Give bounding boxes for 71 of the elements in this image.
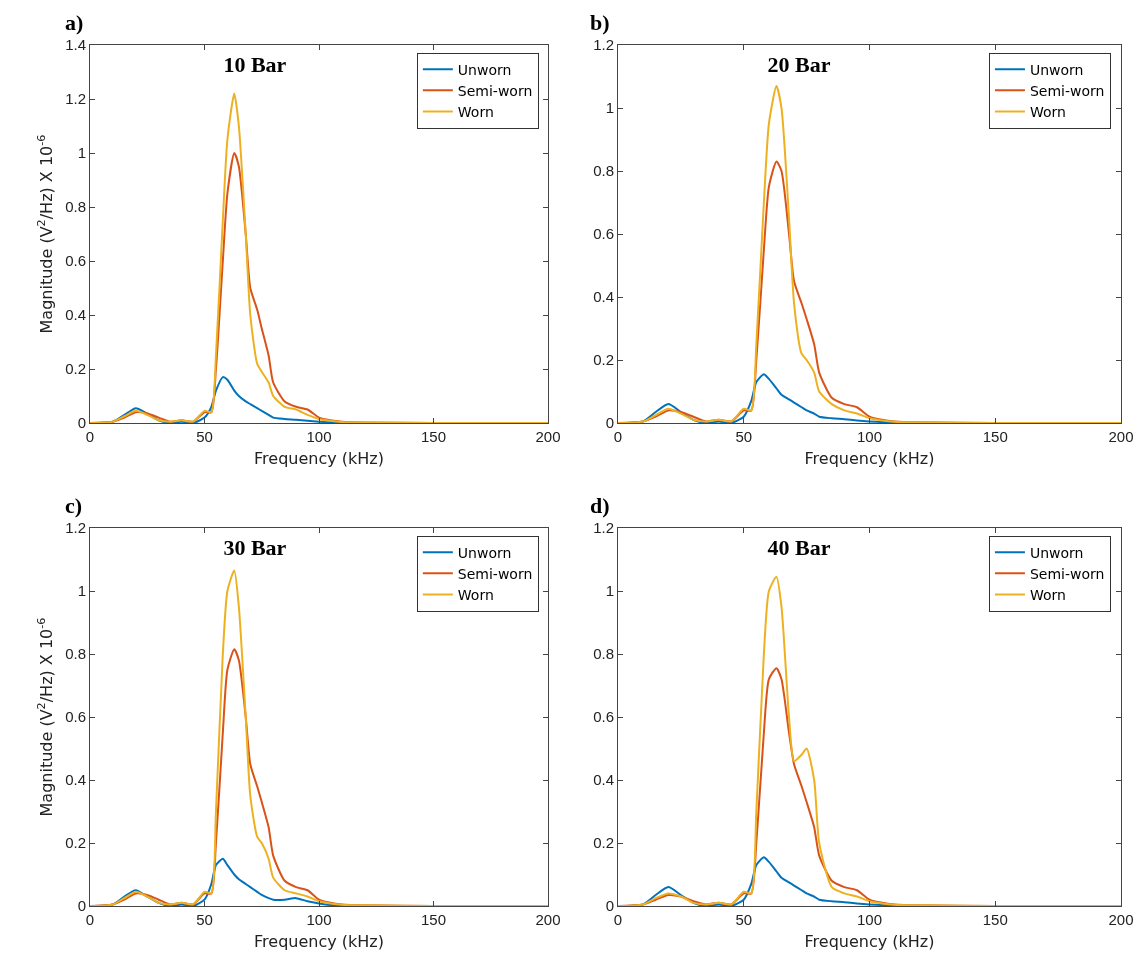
y-tick-label: 1 xyxy=(605,99,614,117)
x-tick-label: 50 xyxy=(196,911,213,928)
y-tick-label: 0 xyxy=(77,897,86,915)
y-tick-label: 0.8 xyxy=(65,645,86,663)
x-tick-label: 200 xyxy=(535,428,561,445)
y-tick-label: 1.2 xyxy=(593,36,614,54)
x-axis-title: Frequency (kHz) xyxy=(254,931,384,951)
y-tick-label: 0.4 xyxy=(65,771,86,789)
x-axis-title: Frequency (kHz) xyxy=(804,448,935,468)
legend-label: Worn xyxy=(457,104,494,121)
legend-label: Semi-worn xyxy=(457,82,533,99)
x-tick-label: 100 xyxy=(856,428,883,445)
legend-label: Semi-worn xyxy=(457,565,533,582)
x-axis-title: Frequency (kHz) xyxy=(804,931,935,951)
legend-label: Worn xyxy=(1029,104,1066,121)
legend-label: Semi-worn xyxy=(1029,565,1105,582)
y-tick-label: 1 xyxy=(605,582,614,600)
y-tick-label: 0.8 xyxy=(593,162,614,180)
x-tick-label: 200 xyxy=(1108,911,1134,928)
x-axis-title: Frequency (kHz) xyxy=(254,448,384,468)
x-tick-label: 150 xyxy=(420,911,447,928)
x-tick-label: 150 xyxy=(982,911,1008,928)
x-tick-label: 200 xyxy=(1108,428,1134,445)
y-tick-label: 0.8 xyxy=(65,198,86,216)
chart-title: 40 Bar xyxy=(767,534,831,560)
y-tick-label: 1.2 xyxy=(65,90,86,108)
legend-label: Semi-worn xyxy=(1029,82,1105,99)
y-tick-label: 0.2 xyxy=(593,351,614,369)
chart-title: 30 Bar xyxy=(223,534,287,560)
y-tick-label: 0.4 xyxy=(593,771,614,789)
y-tick-label: 0.2 xyxy=(65,834,86,852)
y-tick-label: 0.8 xyxy=(593,645,614,663)
line-series xyxy=(90,569,548,906)
y-tick-label: 0 xyxy=(605,414,614,432)
text: c) xyxy=(65,493,83,518)
y-tick-label: 0.6 xyxy=(65,708,86,726)
y-tick-label: 0.6 xyxy=(65,252,86,270)
chart-title: 10 Bar xyxy=(223,51,287,77)
x-tick-label: 100 xyxy=(306,911,332,928)
x-tick-label: 100 xyxy=(856,911,883,928)
x-tick-label: 150 xyxy=(420,428,447,445)
y-tick-label: 1.2 xyxy=(593,519,614,537)
x-tick-label: 50 xyxy=(196,428,213,445)
y-tick-label: 0.4 xyxy=(65,306,86,324)
y-tick-label: 1.2 xyxy=(65,519,86,537)
chart-title: 20 Bar xyxy=(767,51,831,77)
text: d) xyxy=(590,493,610,518)
legend-label: Unworn xyxy=(457,544,512,561)
legend-label: Worn xyxy=(457,587,494,604)
x-tick-label: 150 xyxy=(982,428,1008,445)
y-tick-label: 1 xyxy=(77,582,86,600)
y-tick-label: 0 xyxy=(605,897,614,915)
y-tick-label: 0.4 xyxy=(593,288,614,306)
y-tick-label: 0 xyxy=(77,414,86,432)
y-tick-label: 1.4 xyxy=(65,36,86,54)
legend-label: Worn xyxy=(1029,587,1066,604)
y-tick-label: 0.6 xyxy=(593,708,614,726)
text: a) xyxy=(65,10,84,35)
legend-label: Unworn xyxy=(1029,61,1084,78)
y-tick-label: 0.6 xyxy=(593,225,614,243)
text: b) xyxy=(590,10,610,35)
legend-label: Unworn xyxy=(457,61,512,78)
y-tick-label: 1 xyxy=(77,144,86,162)
x-tick-label: 50 xyxy=(735,428,753,445)
y-tick-label: 0.2 xyxy=(593,834,614,852)
y-tick-label: 0.2 xyxy=(65,360,86,378)
x-tick-label: 100 xyxy=(306,428,332,445)
line-series xyxy=(618,84,1121,423)
x-tick-label: 50 xyxy=(735,911,753,928)
legend-label: Unworn xyxy=(1029,544,1084,561)
x-tick-label: 200 xyxy=(535,911,561,928)
